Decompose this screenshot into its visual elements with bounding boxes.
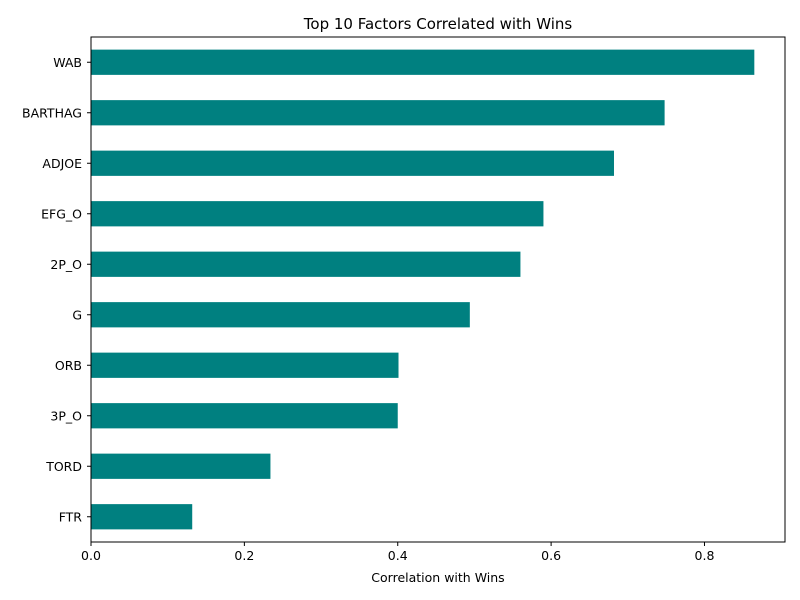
y-tick-label: ADJOE [42, 156, 82, 171]
bar-3p-o [91, 403, 398, 429]
x-tick-label: 0.8 [695, 548, 715, 563]
y-tick-label: BARTHAG [22, 105, 82, 120]
bar-2p-o [91, 251, 521, 277]
y-tick-label: WAB [53, 55, 82, 70]
bar-tord [91, 453, 271, 479]
y-tick-label: G [72, 307, 82, 322]
x-axis-label: Correlation with Wins [371, 570, 504, 585]
y-tick-label: ORB [55, 358, 82, 373]
bar-efg-o [91, 201, 544, 227]
y-tick-label: EFG_O [41, 206, 82, 221]
bar-ftr [91, 504, 193, 530]
y-tick-label: 3P_O [50, 408, 82, 423]
x-tick-label: 0.6 [541, 548, 561, 563]
y-tick-label: 2P_O [50, 257, 82, 272]
bar-adjoe [91, 150, 614, 176]
bar-orb [91, 352, 399, 378]
x-tick-label: 0.4 [388, 548, 408, 563]
bar-g [91, 302, 470, 328]
x-tick-label: 0.0 [81, 548, 101, 563]
bars-group [91, 49, 755, 530]
x-axis-ticks: 0.0 0.2 0.4 0.6 0.8 [81, 542, 714, 563]
plot-frame [90, 36, 786, 543]
bar-barthag [91, 100, 665, 126]
chart-title: Top 10 Factors Correlated with Wins [303, 15, 573, 33]
bar-wab [91, 49, 755, 75]
y-axis-ticks: WAB BARTHAG ADJOE EFG_O 2P_O G ORB 3P_O TORD FTR [22, 55, 91, 524]
x-tick-label: 0.2 [234, 548, 254, 563]
y-tick-label: TORD [45, 459, 82, 474]
y-tick-label: FTR [59, 509, 83, 524]
